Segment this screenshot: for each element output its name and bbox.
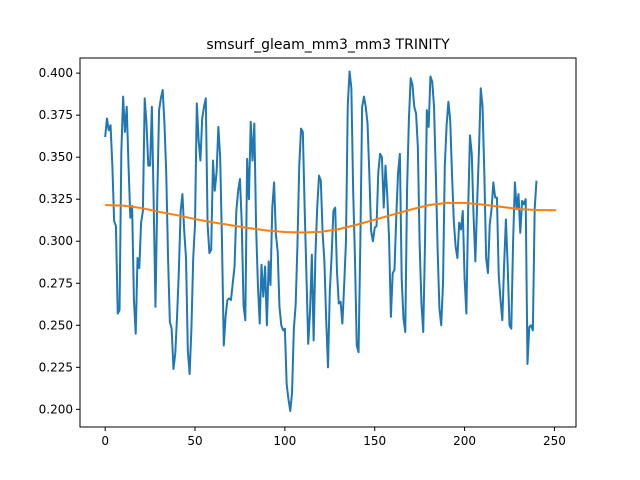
x-tick-label: 200 (453, 434, 476, 448)
y-tick-label: 0.350 (39, 150, 73, 164)
plot-frame (79, 57, 577, 428)
x-tick-label: 0 (101, 434, 109, 448)
series-layer (104, 70, 557, 413)
chart-title: smsurf_gleam_mm3_mm3 TRINITY (206, 37, 450, 53)
x-tick-label: 50 (187, 434, 202, 448)
x-tick-label: 250 (543, 434, 566, 448)
x-axis: 0 50 100 150 200 250 (101, 427, 566, 448)
x-tick-label: 150 (363, 434, 386, 448)
x-tick-label: 100 (273, 434, 296, 448)
y-tick-label: 0.200 (39, 402, 73, 416)
y-tick-label: 0.275 (39, 276, 73, 290)
y-tick-label: 0.250 (39, 318, 73, 332)
y-axis: 0.200 0.225 0.250 0.275 0.300 0.325 0.350 0.375… (39, 66, 80, 416)
y-tick-label: 0.325 (39, 192, 73, 206)
y-tick-label: 0.225 (39, 360, 73, 374)
y-tick-label: 0.300 (39, 234, 73, 248)
y-tick-label: 0.375 (39, 108, 73, 122)
y-tick-label: 0.400 (39, 66, 73, 80)
series-line-smoothed (105, 201, 557, 234)
series-line-observed (104, 70, 538, 413)
